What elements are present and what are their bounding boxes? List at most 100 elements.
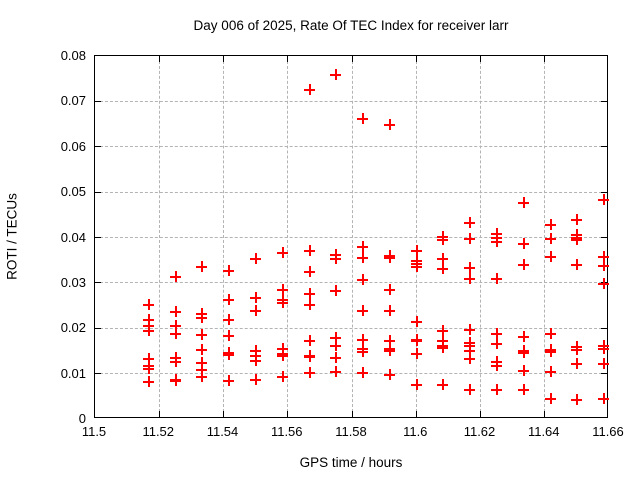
data-point-marker: [491, 359, 503, 371]
data-point-marker: [303, 367, 315, 379]
data-point-marker: [544, 219, 556, 231]
data-point-marker: [491, 235, 503, 247]
data-point-marker: [357, 112, 369, 124]
x-axis-title: GPS time / hours: [299, 455, 403, 470]
data-point-marker: [464, 345, 476, 357]
y-tick-label: 0.05: [60, 184, 86, 200]
y-tick-label: 0.07: [60, 93, 86, 109]
data-point-marker: [357, 273, 369, 285]
x-axis-tick: [158, 56, 160, 62]
y-axis-tick: [601, 237, 607, 238]
data-point-marker: [384, 119, 396, 131]
data-point-marker: [517, 384, 529, 395]
data-point-marker: [223, 293, 235, 305]
data-point-marker: [143, 325, 155, 337]
data-point-marker: [384, 368, 396, 380]
x-axis-tick: [480, 56, 481, 62]
data-point-marker: [223, 264, 235, 276]
data-point-marker: [571, 258, 583, 270]
data-point-marker: [384, 284, 396, 296]
data-point-marker: [303, 244, 315, 256]
data-point-marker: [143, 353, 155, 365]
data-point-marker: [250, 292, 262, 304]
y-tick-label: 0.01: [60, 365, 86, 381]
y-tick-label: 0: [78, 411, 86, 426]
x-tick-label: 11.6: [403, 424, 428, 439]
y-axis-tick: [95, 100, 101, 102]
data-point-marker: [169, 328, 181, 340]
y-tick-label: 0.08: [60, 48, 86, 63]
x-gridline: [415, 56, 417, 417]
data-point-marker: [303, 298, 315, 310]
y-axis-tick: [95, 237, 101, 238]
data-point-marker: [544, 328, 556, 340]
data-point-marker: [544, 232, 556, 244]
y-axis-tick: [601, 191, 607, 193]
data-point-marker: [517, 237, 529, 249]
data-point-marker: [223, 329, 235, 341]
y-gridline: [95, 100, 607, 102]
data-point-marker: [410, 335, 422, 347]
y-axis-tick: [95, 191, 101, 193]
y-gridline: [95, 373, 607, 375]
data-point-marker: [517, 365, 529, 377]
x-axis-tick: [544, 411, 546, 417]
data-point-marker: [143, 313, 155, 325]
data-point-marker: [276, 371, 288, 383]
y-axis-tick: [601, 373, 607, 375]
x-axis-tick: [351, 411, 353, 417]
x-gridline: [223, 56, 224, 417]
data-point-marker: [437, 263, 449, 275]
data-point-marker: [303, 334, 315, 346]
data-point-marker: [571, 214, 583, 226]
x-tick-label: 11.52: [142, 424, 175, 439]
y-gridline: [95, 237, 607, 238]
data-point-marker: [276, 284, 288, 296]
data-point-marker: [330, 68, 342, 80]
data-point-marker: [330, 332, 342, 344]
data-point-marker: [437, 324, 449, 336]
data-point-marker: [330, 366, 342, 378]
data-point-marker: [571, 233, 583, 245]
data-point-marker: [410, 347, 422, 359]
data-point-marker: [410, 260, 422, 272]
x-axis-tick: [415, 411, 417, 417]
x-axis-tick: [287, 56, 289, 62]
x-gridline: [544, 56, 546, 417]
x-gridline: [287, 56, 289, 417]
data-point-marker: [357, 304, 369, 316]
data-point-marker: [223, 375, 235, 387]
data-point-marker: [598, 194, 610, 206]
plot-area: [94, 55, 610, 418]
x-gridline: [158, 56, 160, 417]
y-tick-label: 0.06: [60, 138, 86, 154]
data-point-marker: [598, 278, 610, 290]
y-axis-title: ROTI / TECUs: [4, 193, 20, 280]
data-point-marker: [437, 233, 449, 245]
data-point-marker: [250, 374, 262, 386]
y-gridline: [95, 191, 607, 193]
x-tick-label: 11.62: [463, 424, 496, 439]
y-axis-tick: [95, 327, 101, 329]
data-point-marker: [250, 304, 262, 316]
data-point-marker: [410, 316, 422, 328]
x-tick-label: 11.64: [527, 424, 560, 439]
data-point-marker: [330, 339, 342, 351]
data-point-marker: [196, 371, 208, 383]
data-point-marker: [598, 358, 610, 370]
data-point-marker: [464, 273, 476, 285]
data-point-marker: [544, 346, 556, 358]
data-point-marker: [410, 379, 422, 391]
x-axis-tick: [287, 411, 289, 417]
data-point-marker: [196, 328, 208, 340]
data-point-marker: [464, 352, 476, 364]
data-point-marker: [196, 357, 208, 369]
data-point-marker: [384, 252, 396, 264]
x-tick-label: 11.58: [335, 424, 367, 439]
y-axis-tick: [601, 146, 607, 148]
x-tick-label: 11.5: [81, 424, 107, 439]
data-point-marker: [517, 197, 529, 209]
data-point-marker: [544, 250, 556, 262]
y-gridline: [95, 282, 607, 284]
data-point-marker: [276, 297, 288, 309]
